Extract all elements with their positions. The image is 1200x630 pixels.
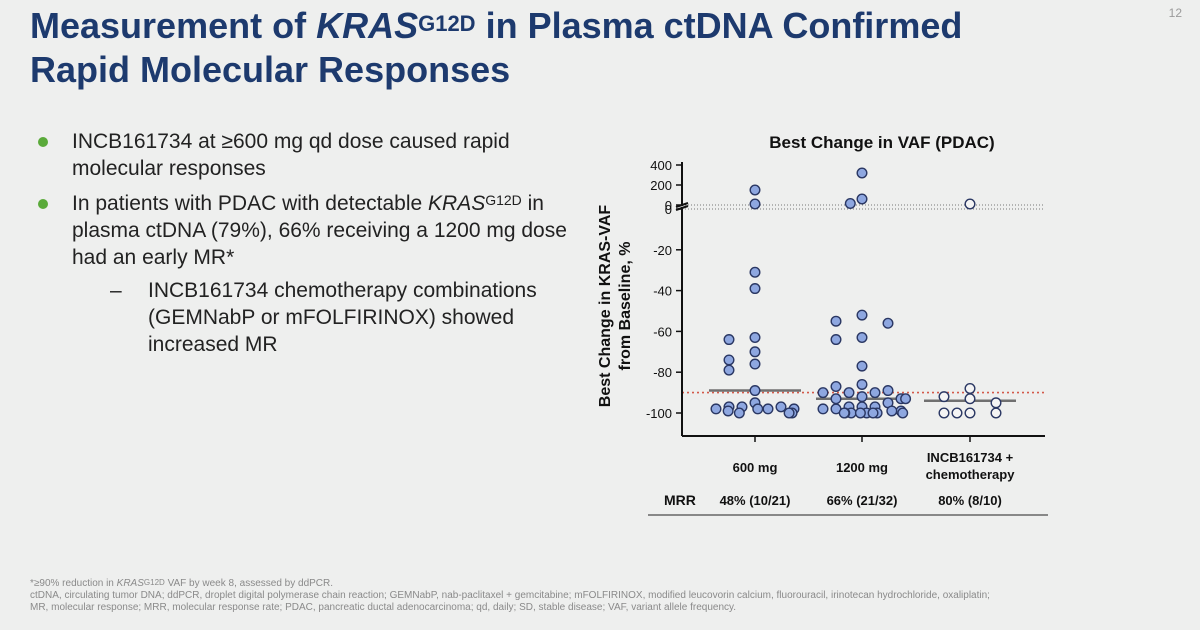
data-point: [883, 318, 893, 328]
data-point: [750, 347, 760, 357]
y-axis-label-line2: from Baseline, %: [617, 242, 634, 371]
y-axis-label: Best Change in KRAS-VAF from Baseline, %: [597, 205, 634, 408]
data-point: [991, 398, 1001, 408]
y-tick-label-lower: -100: [646, 406, 672, 421]
data-point: [901, 394, 911, 404]
data-point: [831, 316, 841, 326]
data-point: [991, 408, 1001, 418]
y-tick-label-upper: 400: [650, 158, 672, 173]
data-point: [965, 394, 975, 404]
data-point: [857, 361, 867, 371]
data-point: [750, 267, 760, 277]
data-point: [831, 394, 841, 404]
data-point: [887, 406, 897, 416]
data-point: [857, 194, 867, 204]
footnote-2: ctDNA, circulating tumor DNA; ddPCR, dro…: [30, 590, 1130, 602]
data-point: [939, 392, 949, 402]
x-category-label: 600 mg: [733, 460, 778, 475]
data-point: [857, 310, 867, 320]
data-point: [868, 408, 878, 418]
data-point: [856, 408, 866, 418]
data-point: [952, 408, 962, 418]
y-tick-label-lower: -40: [653, 284, 672, 299]
data-point: [750, 333, 760, 343]
x-category-label: chemotherapy: [926, 467, 1016, 482]
data-point: [831, 335, 841, 345]
mrr-value: 66% (21/32): [827, 493, 898, 508]
y-axis-label-line1: Best Change in KRAS-VAF: [597, 205, 614, 408]
data-point: [857, 392, 867, 402]
data-point: [763, 404, 773, 414]
chart-title: Best Change in VAF (PDAC): [769, 133, 994, 152]
mrr-value: 48% (10/21): [720, 493, 791, 508]
data-point: [723, 406, 733, 416]
data-point: [724, 365, 734, 375]
data-point: [857, 168, 867, 178]
x-category-label: 1200 mg: [836, 460, 888, 475]
mrr-row-label: MRR: [664, 492, 696, 508]
y-tick-label-lower: -60: [653, 324, 672, 339]
footnote-gene: KRAS: [117, 578, 144, 589]
data-point: [818, 388, 828, 398]
data-point: [711, 404, 721, 414]
y-tick-label-upper: 200: [650, 178, 672, 193]
footnote-1: *≥90% reduction in KRASG12D VAF by week …: [30, 578, 1130, 590]
data-point: [857, 380, 867, 390]
data-point: [735, 408, 745, 418]
data-point: [870, 388, 880, 398]
footnote-1-pre: *≥90% reduction in: [30, 578, 117, 589]
data-point: [939, 408, 949, 418]
footnote-1-post: VAF by week 8, assessed by ddPCR.: [165, 578, 333, 589]
data-point: [898, 408, 908, 418]
data-point: [846, 199, 856, 209]
data-point: [883, 386, 893, 396]
data-point: [965, 408, 975, 418]
y-tick-label-lower: 0: [665, 202, 672, 217]
data-point: [784, 408, 794, 418]
data-point: [965, 199, 975, 209]
data-point: [831, 382, 841, 392]
y-tick-label-lower: -80: [653, 365, 672, 380]
data-point: [750, 185, 760, 195]
data-point: [857, 333, 867, 343]
data-point: [753, 404, 763, 414]
x-category-label: INCB161734 +: [927, 450, 1014, 465]
data-point: [844, 388, 854, 398]
data-point: [750, 284, 760, 294]
footnote-mutation: G12D: [144, 578, 165, 587]
vaf-scatter-chart: Best Change in VAF (PDAC) Best Change in …: [0, 0, 1200, 560]
data-point: [750, 359, 760, 369]
mrr-value: 80% (8/10): [938, 493, 1002, 508]
data-point: [724, 335, 734, 345]
y-tick-label-lower: -20: [653, 243, 672, 258]
footnotes: *≥90% reduction in KRASG12D VAF by week …: [30, 578, 1130, 614]
data-point: [750, 386, 760, 396]
footnote-3: MR, molecular response; MRR, molecular r…: [30, 602, 1130, 614]
data-point: [965, 384, 975, 394]
data-point: [724, 355, 734, 365]
data-point: [839, 408, 849, 418]
data-point: [750, 199, 760, 209]
data-point: [818, 404, 828, 414]
